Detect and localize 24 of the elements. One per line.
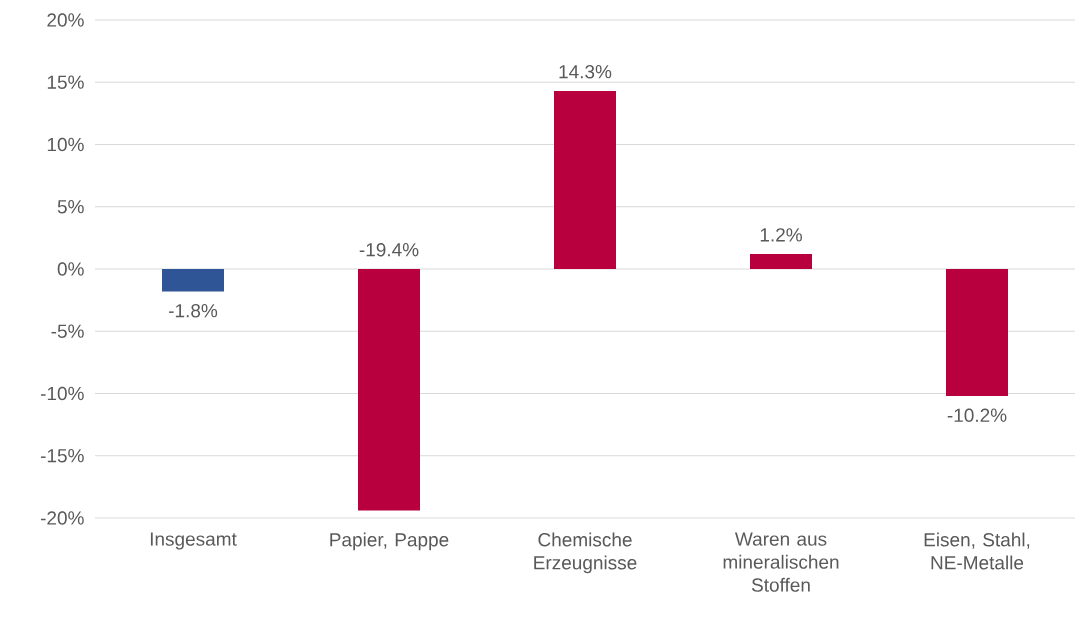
bar xyxy=(162,269,224,292)
data-label: -1.8% xyxy=(169,303,218,318)
x-tick-label: Insgesamt xyxy=(150,532,237,550)
data-label: 14.3% xyxy=(559,64,612,79)
y-tick-label: -10% xyxy=(40,386,84,401)
data-label: -19.4% xyxy=(359,243,419,257)
bar xyxy=(554,90,616,269)
y-tick-label: 0% xyxy=(57,262,84,276)
y-tick-label: -20% xyxy=(40,511,84,525)
y-tick-label: 20% xyxy=(47,13,84,27)
y-tick-label: -15% xyxy=(40,449,84,463)
bar xyxy=(946,269,1008,396)
x-tick-label: Waren aus mineralischen Stoffen xyxy=(723,532,839,592)
data-label: -10.2% xyxy=(947,408,1007,422)
x-tick-label: Papier, Pappe xyxy=(330,532,449,551)
y-tick-label: 15% xyxy=(47,75,84,89)
bar xyxy=(358,269,420,511)
data-label: 1.2% xyxy=(760,228,802,242)
y-tick-label: 10% xyxy=(47,137,84,152)
x-tick-label: Eisen, Stahl, NE-Metalle xyxy=(924,532,1030,570)
y-tick-label: -5% xyxy=(51,324,84,338)
bar xyxy=(750,254,812,269)
y-tick-label: 5% xyxy=(57,200,84,214)
x-tick-label: Chemische Erzeugnisse xyxy=(534,532,637,574)
